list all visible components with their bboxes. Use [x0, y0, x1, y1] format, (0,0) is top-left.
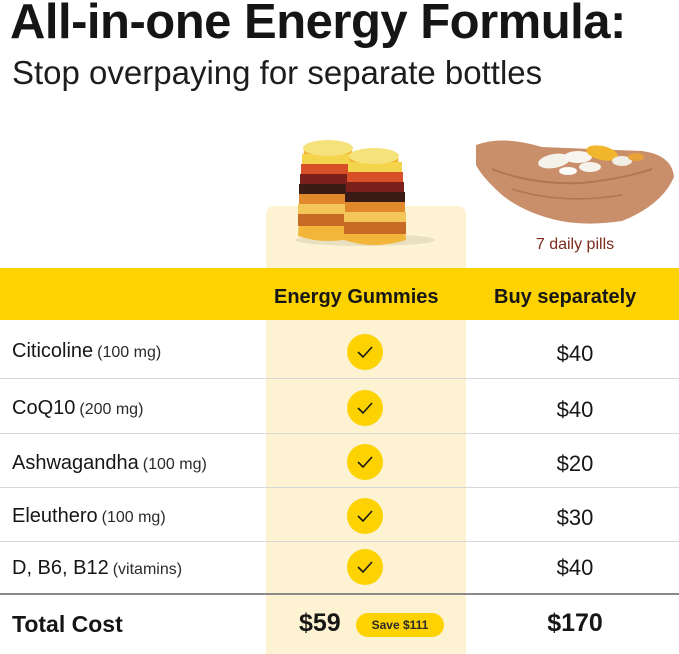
- check-icon: [347, 334, 383, 370]
- row-divider: [0, 487, 679, 488]
- ingredient-dose: (100 mg): [97, 344, 162, 361]
- separate-price: $30: [556, 505, 594, 530]
- pills-image: [476, 140, 674, 224]
- ingredient-dose: (100 mg): [101, 509, 166, 526]
- gummies-image: [295, 140, 435, 246]
- column-header-buy-separately: Buy separately: [494, 286, 637, 308]
- ingredient-name: D, B6, B12: [12, 557, 109, 579]
- pills-caption: 7 daily pills: [535, 236, 615, 253]
- ingredient-name: Eleuthero: [12, 505, 98, 527]
- row-divider: [0, 541, 679, 542]
- check-icon: [347, 444, 383, 480]
- ingredient-dose: (200 mg): [79, 401, 144, 418]
- separate-price: $40: [556, 555, 594, 580]
- ingredient-dose: (vitamins): [112, 561, 183, 578]
- table-header-band: [0, 268, 679, 320]
- check-icon: [347, 549, 383, 585]
- ingredient-dose: (100 mg): [142, 456, 207, 473]
- total-divider: [0, 593, 679, 595]
- row-divider: [0, 433, 679, 434]
- ingredient-label: CoQ10 (200 mg): [12, 397, 143, 420]
- ingredient-name: CoQ10: [12, 397, 76, 419]
- total-gummies-price: $59: [299, 609, 341, 637]
- separate-price: $20: [556, 451, 594, 476]
- ingredient-label: D, B6, B12 (vitamins): [12, 557, 182, 580]
- separate-price: $40: [556, 397, 594, 422]
- ingredient-name: Citicoline: [12, 340, 94, 362]
- ingredient-label: Citicoline (100 mg): [12, 340, 161, 363]
- ingredient-label: Ashwagandha (100 mg): [12, 452, 207, 475]
- save-badge: Save $111: [356, 613, 444, 637]
- ingredient-label: Eleuthero (100 mg): [12, 505, 166, 528]
- page-subtitle: Stop overpaying for separate bottles: [12, 54, 543, 91]
- page-title: All-in-one Energy Formula:: [10, 0, 626, 49]
- row-divider: [0, 378, 679, 379]
- column-header-energy-gummies: Energy Gummies: [274, 286, 439, 308]
- check-icon: [347, 498, 383, 534]
- total-cost-label: Total Cost: [12, 611, 123, 637]
- total-separate-price: $170: [547, 609, 603, 637]
- ingredient-name: Ashwagandha: [12, 452, 139, 474]
- check-icon: [347, 390, 383, 426]
- separate-price: $40: [556, 341, 594, 366]
